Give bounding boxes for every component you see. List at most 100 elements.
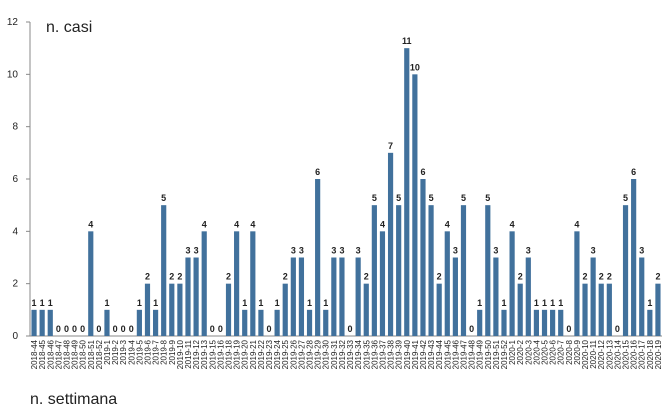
bar <box>250 231 256 336</box>
bar <box>428 205 434 336</box>
x-tick-label: 2019-33 <box>346 339 355 369</box>
x-tick-label: 2019-29 <box>314 339 323 369</box>
value-label: 5 <box>461 193 466 203</box>
value-label: 1 <box>647 298 652 308</box>
value-label: 1 <box>258 298 263 308</box>
bar <box>379 231 386 336</box>
x-tick-label: 2020-3 <box>524 339 533 364</box>
value-label: 0 <box>218 324 223 334</box>
bar <box>282 283 288 336</box>
value-label: 4 <box>250 219 255 229</box>
x-tick-label: 2018-49 <box>71 339 80 369</box>
x-tick-label: 2019-9 <box>168 339 177 364</box>
x-tick-label: 2019-36 <box>370 339 379 369</box>
value-label: 5 <box>485 193 490 203</box>
value-label: 1 <box>137 298 142 308</box>
bar <box>193 257 199 336</box>
x-tick-label: 2020-8 <box>565 339 574 364</box>
x-tick-label: 2019-31 <box>330 339 339 369</box>
x-tick-label: 2019-48 <box>468 339 477 369</box>
bar <box>88 231 94 336</box>
value-label: 11 <box>402 36 412 46</box>
bar <box>517 283 523 336</box>
value-label: 2 <box>437 272 442 282</box>
value-label: 3 <box>299 246 304 256</box>
value-label: 10 <box>410 62 420 72</box>
value-label: 1 <box>323 298 328 308</box>
bar <box>655 283 661 336</box>
value-label: 3 <box>291 246 296 256</box>
bar <box>387 152 394 336</box>
value-label: 1 <box>477 298 482 308</box>
bar <box>144 283 151 336</box>
value-label: 5 <box>623 193 628 203</box>
x-tick-label: 2020-9 <box>573 339 582 364</box>
bar <box>412 74 418 336</box>
value-label: 2 <box>169 272 174 282</box>
x-tick-label: 2020-10 <box>581 339 590 369</box>
x-tick-label: 2018-48 <box>62 339 71 369</box>
value-label: 6 <box>420 167 425 177</box>
bar <box>631 179 637 336</box>
bar <box>639 257 645 336</box>
value-label: 1 <box>104 298 109 308</box>
value-label: 0 <box>72 324 77 334</box>
bar <box>242 309 248 336</box>
value-label: 1 <box>48 298 53 308</box>
bar <box>404 48 410 337</box>
x-tick-label: 2019-13 <box>200 339 209 369</box>
x-tick-label: 2019-23 <box>265 339 274 369</box>
y-tick-label: 6 <box>12 174 18 185</box>
bar <box>396 205 402 336</box>
x-tick-label: 2019-2 <box>111 339 120 364</box>
value-label: 1 <box>534 298 539 308</box>
bar <box>274 309 280 336</box>
bar <box>493 257 499 336</box>
value-label: 0 <box>210 324 215 334</box>
bar <box>258 309 264 336</box>
x-tick-label: 2019-19 <box>233 339 242 369</box>
value-label: 3 <box>453 246 458 256</box>
value-label: 4 <box>445 219 450 229</box>
value-label: 2 <box>599 272 604 282</box>
value-label: 6 <box>631 167 636 177</box>
value-label: 2 <box>518 272 523 282</box>
x-tick-label: 2020-6 <box>549 339 558 364</box>
value-label: 5 <box>429 193 434 203</box>
value-label: 0 <box>96 324 101 334</box>
value-label: 3 <box>591 246 596 256</box>
x-tick-label: 2019-30 <box>322 339 331 369</box>
value-label: 1 <box>242 298 247 308</box>
x-tick-label: 2019-4 <box>127 339 136 364</box>
bar <box>525 257 531 336</box>
x-tick-label: 2019-50 <box>484 339 493 369</box>
x-tick-label: 2019-42 <box>419 339 428 369</box>
x-tick-label: 2018-46 <box>46 339 55 369</box>
bar <box>622 205 629 336</box>
value-label: 1 <box>32 298 37 308</box>
x-tick-label: 2019-10 <box>176 339 185 369</box>
value-label: 6 <box>315 167 320 177</box>
x-tick-label: 2020-1 <box>508 339 517 364</box>
bar <box>39 309 45 336</box>
bar <box>234 231 240 336</box>
value-label: 3 <box>639 246 644 256</box>
y-tick-label: 12 <box>7 17 19 28</box>
value-label: 5 <box>396 193 401 203</box>
bar <box>185 257 191 336</box>
y-tick-label: 4 <box>12 226 18 237</box>
x-tick-label: 2019-52 <box>500 339 509 369</box>
bar <box>647 309 653 336</box>
value-label: 4 <box>88 219 93 229</box>
value-label: 1 <box>542 298 547 308</box>
x-tick-label: 2018-50 <box>79 339 88 369</box>
y-tick-label: 10 <box>7 69 19 80</box>
bar <box>315 179 321 336</box>
x-tick-label: 2020-15 <box>622 339 631 369</box>
bar <box>558 309 564 336</box>
x-tick-label: 2018-45 <box>38 339 47 369</box>
x-tick-label: 2020-2 <box>516 339 525 364</box>
x-tick-label: 2019-21 <box>249 339 258 369</box>
value-label: 2 <box>583 272 588 282</box>
bar <box>201 231 207 336</box>
